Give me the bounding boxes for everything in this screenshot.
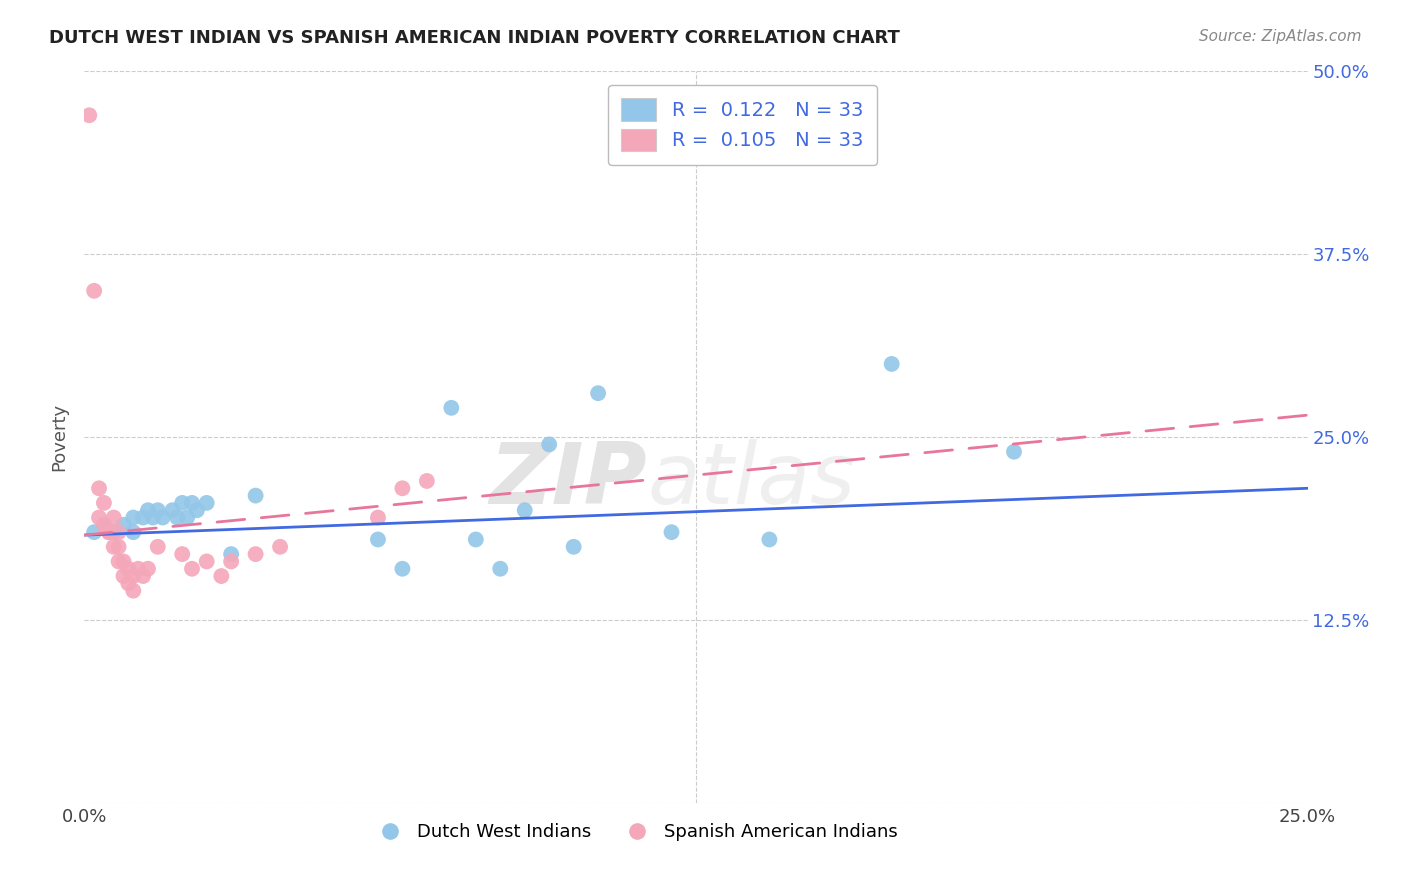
Point	[245, 547, 267, 561]
Point	[166, 510, 188, 524]
Point	[172, 547, 194, 561]
Point	[132, 510, 155, 524]
Point	[87, 510, 110, 524]
Point	[464, 533, 486, 547]
Text: ZIP: ZIP	[489, 440, 647, 523]
Point	[83, 525, 105, 540]
Point	[112, 517, 135, 532]
Point	[489, 562, 512, 576]
Point	[391, 562, 413, 576]
Point	[136, 503, 159, 517]
Point	[440, 401, 463, 415]
Point	[77, 108, 100, 122]
Point	[186, 503, 208, 517]
Point	[103, 525, 125, 540]
Point	[103, 540, 125, 554]
Point	[586, 386, 609, 401]
Point	[367, 510, 389, 524]
Point	[112, 569, 135, 583]
Point	[146, 540, 169, 554]
Point	[97, 525, 120, 540]
Point	[880, 357, 903, 371]
Point	[103, 510, 125, 524]
Point	[538, 437, 561, 451]
Y-axis label: Poverty: Poverty	[51, 403, 69, 471]
Point	[122, 510, 145, 524]
Point	[107, 525, 129, 540]
Point	[269, 540, 291, 554]
Point	[93, 496, 115, 510]
Point	[93, 517, 115, 532]
Point	[142, 510, 165, 524]
Point	[107, 554, 129, 568]
Point	[195, 496, 218, 510]
Point	[209, 569, 232, 583]
Point	[513, 503, 536, 517]
Point	[152, 510, 174, 524]
Point	[97, 525, 120, 540]
Point	[146, 503, 169, 517]
Point	[117, 576, 139, 591]
Point	[172, 496, 194, 510]
Point	[93, 517, 115, 532]
Point	[136, 562, 159, 576]
Point	[132, 569, 155, 583]
Point	[661, 525, 683, 540]
Point	[176, 510, 198, 524]
Point	[112, 554, 135, 568]
Text: Source: ZipAtlas.com: Source: ZipAtlas.com	[1198, 29, 1361, 44]
Legend: Dutch West Indians, Spanish American Indians: Dutch West Indians, Spanish American Ind…	[366, 816, 904, 848]
Point	[122, 525, 145, 540]
Text: atlas: atlas	[647, 440, 855, 523]
Point	[87, 481, 110, 495]
Point	[127, 562, 149, 576]
Point	[758, 533, 780, 547]
Point	[562, 540, 585, 554]
Point	[122, 569, 145, 583]
Point	[367, 533, 389, 547]
Point	[181, 496, 204, 510]
Point	[162, 503, 184, 517]
Point	[117, 562, 139, 576]
Point	[416, 474, 439, 488]
Point	[195, 554, 218, 568]
Point	[181, 562, 204, 576]
Point	[245, 489, 267, 503]
Point	[219, 554, 242, 568]
Point	[1002, 444, 1025, 458]
Point	[219, 547, 242, 561]
Point	[107, 540, 129, 554]
Point	[83, 284, 105, 298]
Text: DUTCH WEST INDIAN VS SPANISH AMERICAN INDIAN POVERTY CORRELATION CHART: DUTCH WEST INDIAN VS SPANISH AMERICAN IN…	[49, 29, 900, 46]
Point	[122, 583, 145, 598]
Point	[391, 481, 413, 495]
